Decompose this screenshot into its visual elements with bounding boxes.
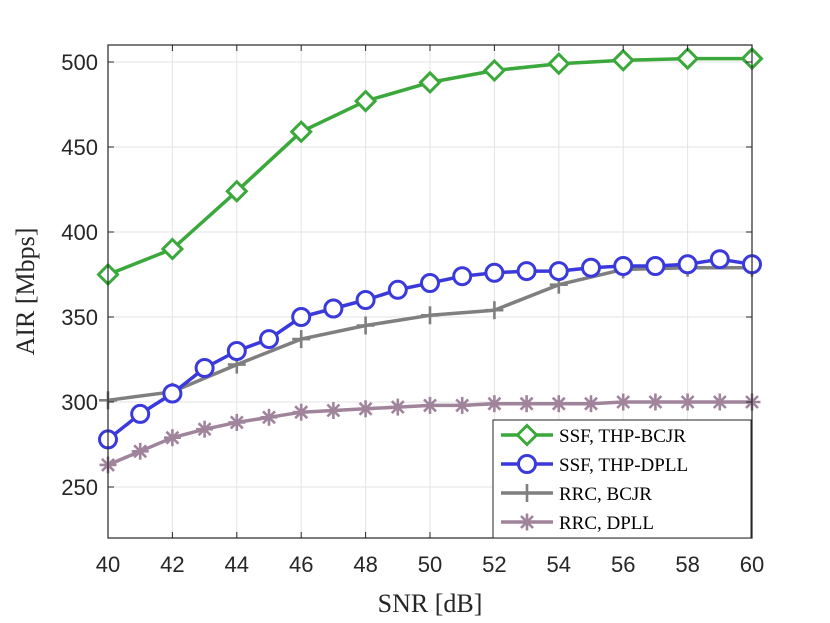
data-point — [452, 266, 473, 287]
x-tick-label: 60 — [740, 552, 764, 577]
legend-entry: SSF, THP-BCJR — [501, 423, 686, 447]
data-point — [291, 307, 312, 327]
data-point — [677, 254, 698, 275]
data-point — [679, 393, 697, 411]
y-tick-label: 350 — [61, 305, 98, 330]
legend-label: RRC, BCJR — [559, 484, 652, 505]
legend-entry: RRC, BCJR — [501, 484, 652, 505]
legend-marker — [518, 484, 536, 502]
data-point — [420, 273, 440, 293]
data-point — [356, 316, 375, 335]
legend-marker — [518, 513, 536, 531]
data-point — [550, 395, 568, 413]
x-tick-label: 46 — [289, 552, 313, 577]
data-point — [131, 442, 149, 460]
y-tick-label: 250 — [61, 475, 98, 500]
y-tick-label: 450 — [61, 135, 98, 160]
x-tick-label: 48 — [353, 552, 377, 577]
series-1 — [98, 249, 762, 450]
data-point — [389, 398, 407, 416]
data-point — [357, 400, 375, 418]
x-tick-label: 50 — [418, 552, 442, 577]
data-point — [646, 393, 664, 411]
data-point — [484, 262, 505, 283]
data-point — [611, 48, 635, 72]
tick-label-group: 40 42 44 46 48 50 52 54 56 58 60 250 300 350 400 450 500 — [61, 50, 764, 577]
data-point — [614, 393, 632, 411]
data-point — [548, 261, 569, 282]
legend-marker — [515, 423, 539, 447]
x-tick-label: 56 — [611, 552, 635, 577]
legend-entry: SSF, THP-DPLL — [501, 454, 688, 476]
x-tick-label: 44 — [225, 552, 249, 577]
data-point — [709, 249, 730, 270]
data-point — [260, 408, 278, 426]
data-point — [613, 256, 634, 276]
data-point — [162, 383, 183, 404]
legend-box — [492, 419, 752, 539]
y-tick-label: 300 — [61, 390, 98, 415]
data-point — [582, 395, 600, 413]
data-point — [324, 402, 342, 419]
data-point — [387, 279, 408, 300]
data-point — [581, 257, 601, 278]
legend-label: SSF, THP-BCJR — [559, 426, 686, 447]
x-tick-label: 52 — [482, 552, 506, 577]
data-point — [194, 358, 215, 378]
data-point — [292, 403, 310, 421]
data-point — [196, 420, 214, 438]
data-point — [482, 58, 507, 83]
data-point — [418, 70, 442, 95]
x-tick-label: 58 — [675, 552, 699, 577]
y-tick-label: 500 — [61, 50, 98, 75]
data-point — [711, 393, 729, 411]
series-0 — [96, 46, 764, 287]
data-point — [353, 89, 378, 113]
data-point — [547, 52, 571, 76]
y-axis-label: AIR [Mbps] — [11, 228, 40, 356]
data-point — [485, 301, 504, 320]
data-point — [516, 261, 537, 282]
data-point — [225, 179, 249, 203]
data-point — [421, 306, 439, 325]
data-point — [645, 256, 666, 276]
x-axis-label: SNR [dB] — [378, 589, 483, 618]
data-point — [485, 395, 503, 413]
data-point — [259, 329, 279, 350]
data-point — [323, 298, 344, 319]
data-point — [355, 290, 376, 310]
legend-label: RRC, DPLL — [559, 513, 654, 534]
legend-marker — [517, 454, 537, 474]
data-point — [421, 396, 439, 414]
legend: SSF, THP-BCJR SSF, THP-DPLL RRC, BCJR RRC, … — [492, 419, 752, 539]
data-point — [289, 120, 313, 144]
data-point — [163, 429, 181, 447]
x-tick-label: 42 — [160, 552, 184, 577]
legend-entry: RRC, DPLL — [501, 513, 654, 534]
y-tick-label: 400 — [61, 220, 98, 245]
data-point — [453, 396, 471, 414]
x-tick-label: 40 — [96, 552, 120, 577]
data-point — [228, 413, 246, 431]
data-point — [160, 237, 185, 261]
data-point — [675, 46, 700, 71]
legend-label: SSF, THP-DPLL — [559, 455, 688, 476]
data-point — [518, 395, 536, 413]
x-tick-label: 54 — [547, 552, 571, 577]
data-point — [292, 330, 311, 349]
data-point — [130, 403, 151, 424]
data-point — [226, 341, 247, 361]
